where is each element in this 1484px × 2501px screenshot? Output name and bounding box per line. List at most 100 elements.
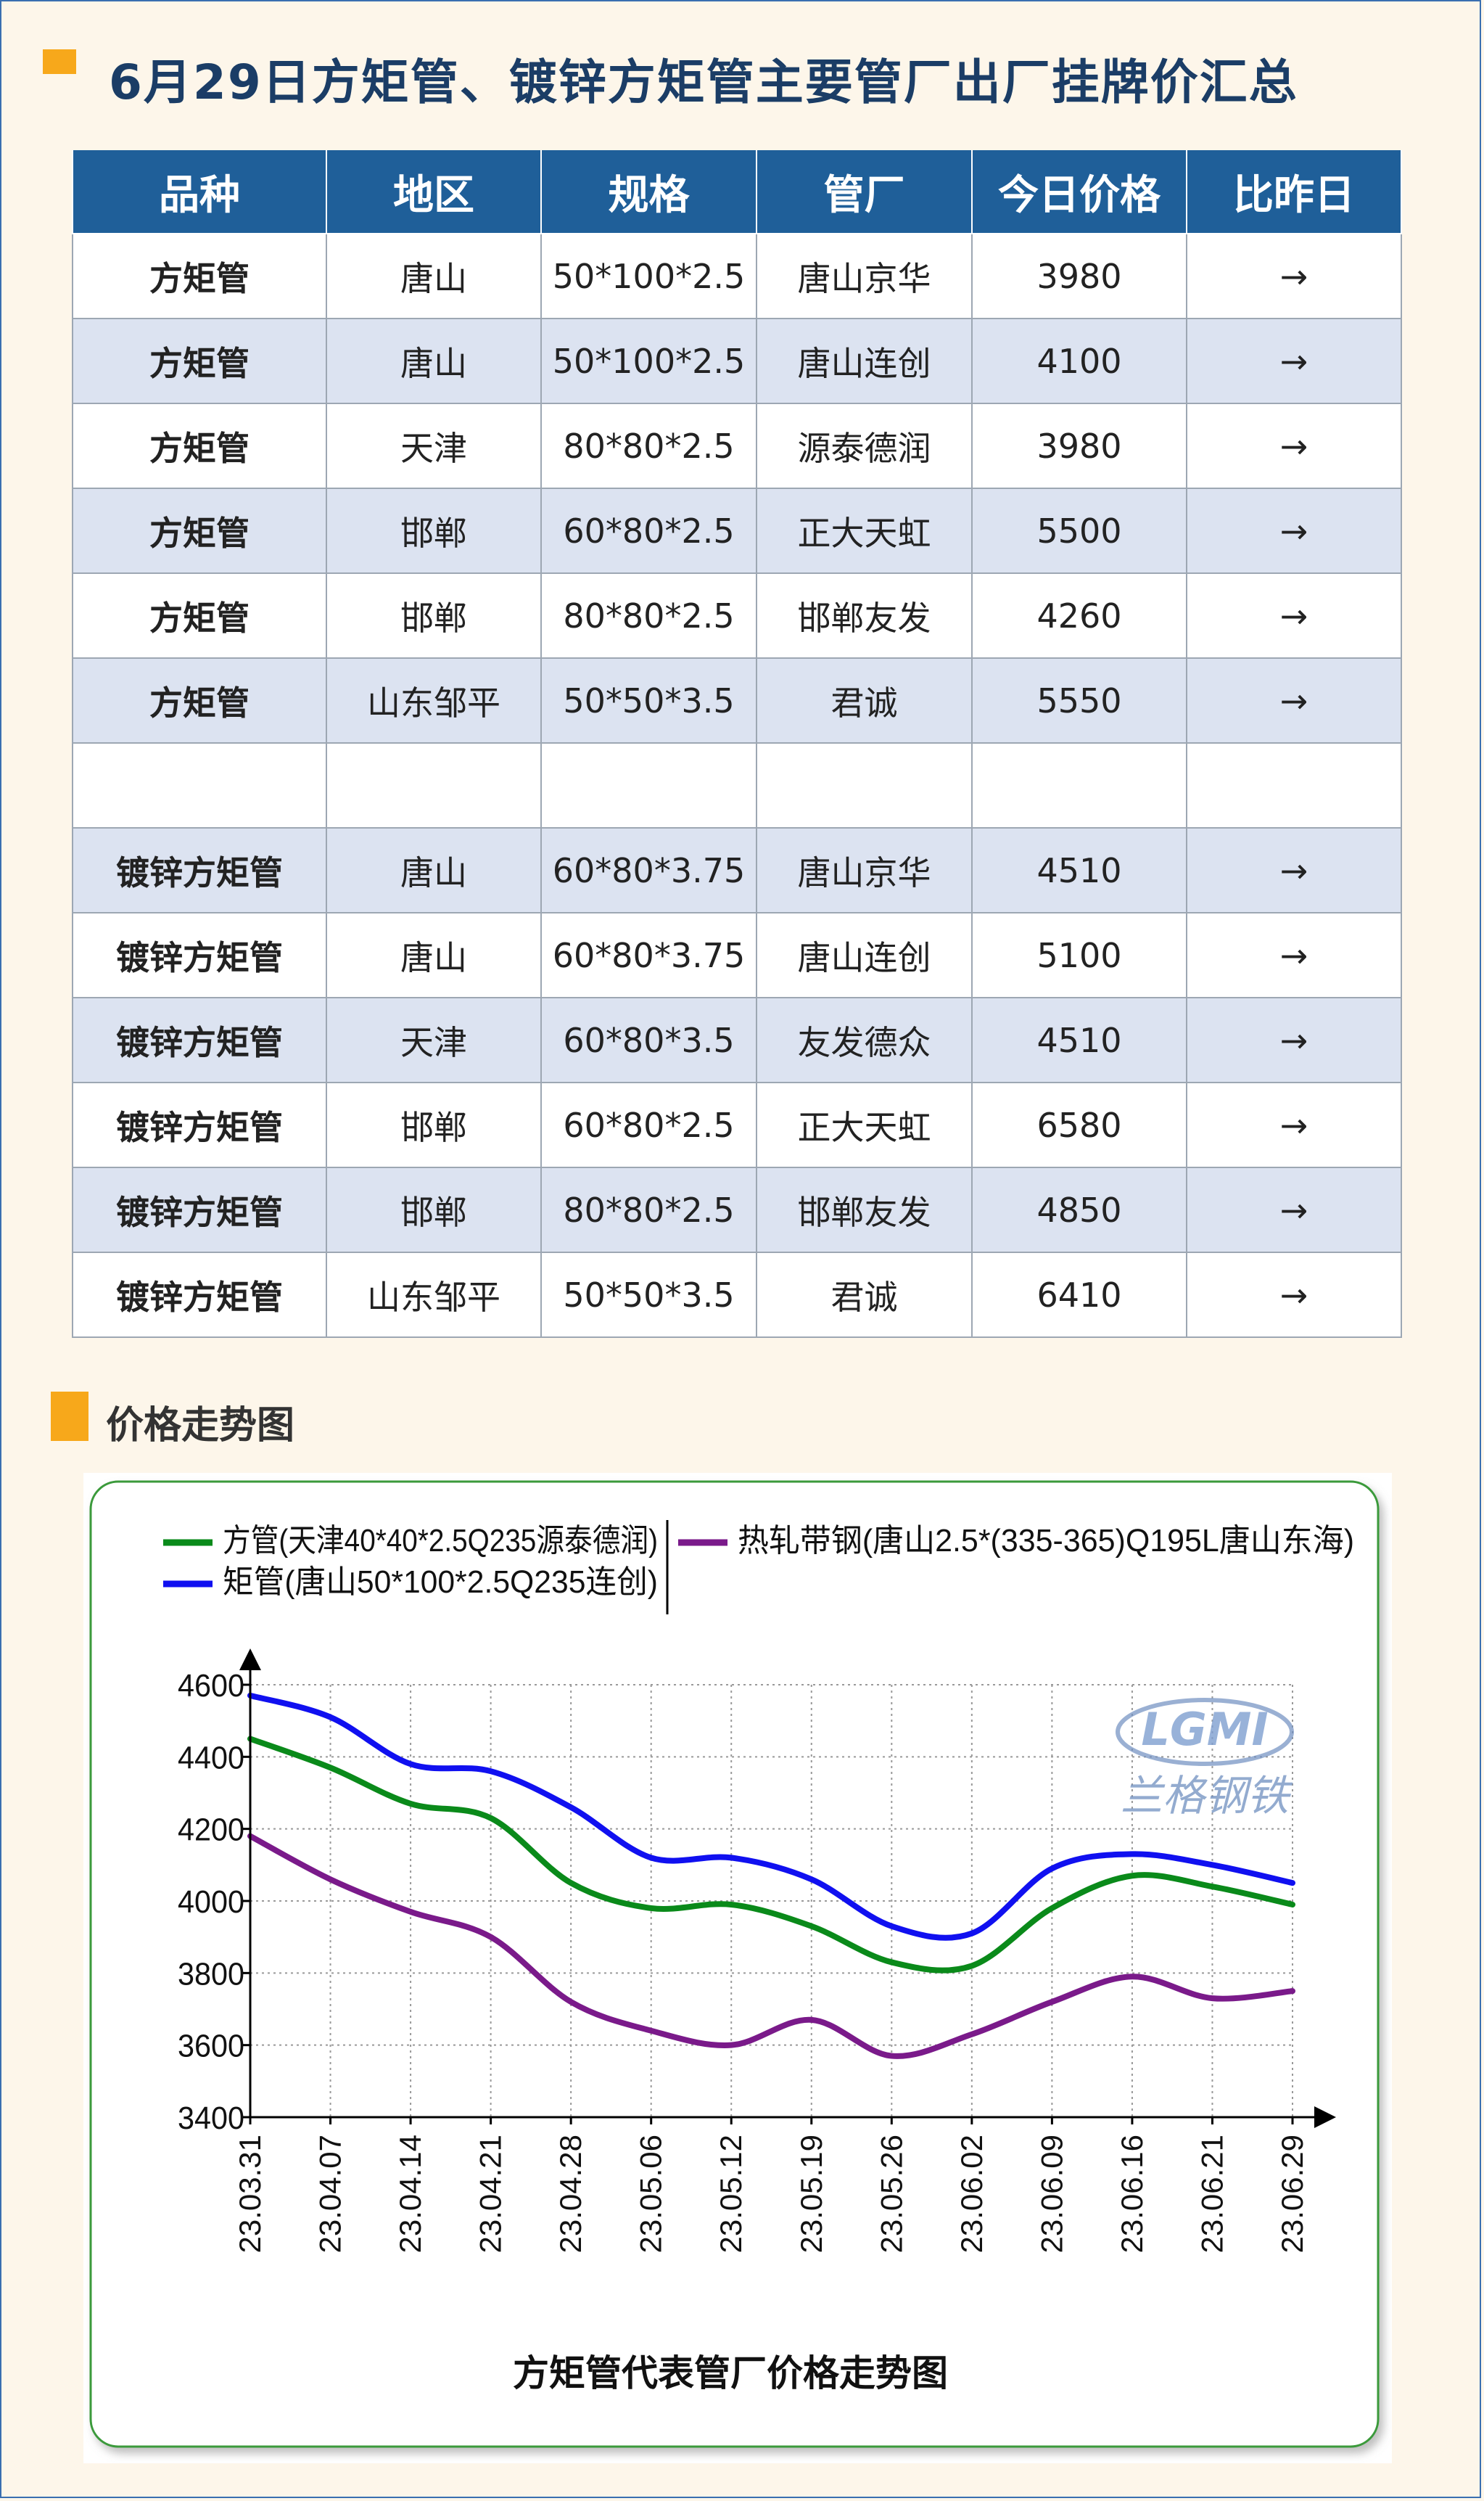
cell-price: 5550 bbox=[971, 657, 1187, 744]
x-tick-label: 23.06.09 bbox=[1034, 2135, 1068, 2254]
table-row: 镀锌方矩管 唐山 60*80*3.75 唐山连创 5100 → bbox=[72, 912, 1402, 998]
cell-change: → bbox=[1186, 233, 1402, 319]
x-tick-label: 23.05.26 bbox=[874, 2135, 908, 2254]
table-row: 方矩管 唐山 50*100*2.5 唐山京华 3980 → bbox=[72, 233, 1402, 319]
cell-mill bbox=[756, 742, 973, 829]
cell-variety: 镀锌方矩管 bbox=[72, 1167, 327, 1253]
table-row: 镀锌方矩管 邯郸 60*80*2.5 正大天虹 6580 → bbox=[72, 1082, 1402, 1168]
cell-region: 邯郸 bbox=[326, 1167, 542, 1253]
table-row: 方矩管 邯郸 80*80*2.5 邯郸友发 4260 → bbox=[72, 572, 1402, 659]
cell-mill: 君诚 bbox=[756, 1252, 973, 1338]
cell-mill: 源泰德润 bbox=[756, 403, 973, 489]
price-table: 品种 地区 规格 管厂 今日价格 比昨日 方矩管 唐山 50*100*2.5 唐山京华… bbox=[72, 150, 1402, 1338]
cell-spec: 50*100*2.5 bbox=[540, 233, 757, 319]
cell-region: 山东邹平 bbox=[326, 657, 542, 744]
header-variety: 品种 bbox=[72, 150, 327, 234]
cell-spec: 60*80*3.75 bbox=[540, 912, 757, 998]
x-tick-label: 23.04.28 bbox=[553, 2135, 588, 2254]
cell-region: 唐山 bbox=[326, 827, 542, 913]
chart-legend: 方管(天津40*40*2.5Q235源泰德润) 矩管(唐山50*100*2.5Q2… bbox=[163, 1520, 1354, 1614]
cell-spec: 50*50*3.5 bbox=[540, 1252, 757, 1338]
y-tick-label: 3400 bbox=[178, 2100, 244, 2136]
header-spec: 规格 bbox=[540, 150, 757, 234]
cell-region: 山东邹平 bbox=[326, 1252, 542, 1338]
y-tick-label: 4400 bbox=[178, 1740, 244, 1775]
table-row: 方矩管 山东邹平 50*50*3.5 君诚 5550 → bbox=[72, 657, 1402, 744]
header-price: 今日价格 bbox=[971, 150, 1187, 234]
cell-price: 3980 bbox=[971, 233, 1187, 319]
cell-variety: 方矩管 bbox=[72, 572, 327, 659]
cell-price: 4100 bbox=[971, 318, 1187, 404]
cell-price bbox=[971, 742, 1187, 829]
cell-price: 6580 bbox=[971, 1082, 1187, 1168]
cell-spec: 60*80*2.5 bbox=[540, 488, 757, 574]
cell-variety: 镀锌方矩管 bbox=[72, 827, 327, 913]
x-tick-label: 23.03.31 bbox=[233, 2135, 267, 2254]
chart-watermark: LGMI 兰格钢铁 bbox=[1116, 1698, 1294, 1820]
cell-price: 4260 bbox=[971, 572, 1187, 659]
cell-change: → bbox=[1186, 488, 1402, 574]
table-row: 镀锌方矩管 天津 60*80*3.5 友发德众 4510 → bbox=[72, 997, 1402, 1083]
cell-change: → bbox=[1186, 657, 1402, 744]
cell-region: 邯郸 bbox=[326, 488, 542, 574]
table-row: 方矩管 邯郸 60*80*2.5 正大天虹 5500 → bbox=[72, 488, 1402, 574]
chart-axes: 3400 3600 3800 4000 4200 4400 4600 23.03.31 23.0… bbox=[178, 1648, 1336, 2254]
cell-change: → bbox=[1186, 1252, 1402, 1338]
page-title: 6月29日方矩管、镀锌方矩管主要管厂出厂挂牌价汇总 bbox=[109, 54, 1298, 110]
y-tick-label: 3800 bbox=[178, 1956, 244, 1992]
title-marker bbox=[43, 49, 76, 74]
series-line-2 bbox=[247, 1833, 1295, 2059]
cell-mill: 唐山连创 bbox=[756, 912, 973, 998]
watermark-text: LGMI bbox=[1141, 1703, 1268, 1756]
cell-spec: 50*100*2.5 bbox=[540, 318, 757, 404]
cell-change: → bbox=[1186, 318, 1402, 404]
cell-price: 4510 bbox=[971, 997, 1187, 1083]
cell-change: → bbox=[1186, 572, 1402, 659]
chart-panel bbox=[89, 1480, 1380, 2448]
price-trend-chart: 方管(天津40*40*2.5Q235源泰德润) 矩管(唐山50*100*2.5Q2… bbox=[89, 1480, 1380, 2448]
cell-change bbox=[1186, 742, 1402, 829]
cell-price: 4510 bbox=[971, 827, 1187, 913]
section-marker bbox=[51, 1392, 88, 1441]
cell-mill: 正大天虹 bbox=[756, 1082, 973, 1168]
chart-series bbox=[247, 1692, 1295, 2059]
cell-variety: 镀锌方矩管 bbox=[72, 1082, 327, 1168]
table-header-row: 品种 地区 规格 管厂 今日价格 比昨日 bbox=[72, 150, 1402, 234]
cell-change: → bbox=[1186, 403, 1402, 489]
section-title: 价格走势图 bbox=[106, 1404, 295, 1447]
cell-change: → bbox=[1186, 997, 1402, 1083]
cell-price: 3980 bbox=[971, 403, 1187, 489]
chart-container: 方管(天津40*40*2.5Q235源泰德润) 矩管(唐山50*100*2.5Q2… bbox=[83, 1473, 1392, 2463]
cell-mill: 唐山京华 bbox=[756, 827, 973, 913]
cell-spec: 60*80*3.5 bbox=[540, 997, 757, 1083]
x-tick-label: 23.06.02 bbox=[955, 2135, 989, 2254]
cell-region: 唐山 bbox=[326, 318, 542, 404]
cell-region: 邯郸 bbox=[326, 1082, 542, 1168]
cell-region: 天津 bbox=[326, 403, 542, 489]
cell-mill: 唐山连创 bbox=[756, 318, 973, 404]
cell-change: → bbox=[1186, 912, 1402, 998]
x-tick-label: 23.05.06 bbox=[634, 2135, 668, 2254]
cell-variety: 方矩管 bbox=[72, 403, 327, 489]
cell-price: 6410 bbox=[971, 1252, 1187, 1338]
cell-spec: 80*80*2.5 bbox=[540, 1167, 757, 1253]
x-tick-label: 23.04.14 bbox=[393, 2135, 427, 2254]
cell-spec: 80*80*2.5 bbox=[540, 572, 757, 659]
cell-spec bbox=[540, 742, 757, 829]
cell-change: → bbox=[1186, 827, 1402, 913]
cell-spec: 50*50*3.5 bbox=[540, 657, 757, 744]
legend-label-0: 方管(天津40*40*2.5Q235源泰德润) bbox=[223, 1523, 658, 1558]
x-tick-label: 23.04.21 bbox=[474, 2135, 508, 2254]
header-region: 地区 bbox=[326, 150, 542, 234]
cell-variety: 方矩管 bbox=[72, 318, 327, 404]
cell-mill: 正大天虹 bbox=[756, 488, 973, 574]
series-line-1 bbox=[247, 1692, 1295, 1941]
cell-change: → bbox=[1186, 1167, 1402, 1253]
x-tick-label: 23.06.29 bbox=[1275, 2135, 1309, 2254]
cell-variety: 方矩管 bbox=[72, 657, 327, 744]
series-line-0 bbox=[247, 1736, 1295, 1974]
y-tick-label: 4200 bbox=[178, 1812, 244, 1848]
cell-variety bbox=[72, 742, 327, 829]
legend-label-1: 矩管(唐山50*100*2.5Q235连创) bbox=[223, 1564, 658, 1600]
